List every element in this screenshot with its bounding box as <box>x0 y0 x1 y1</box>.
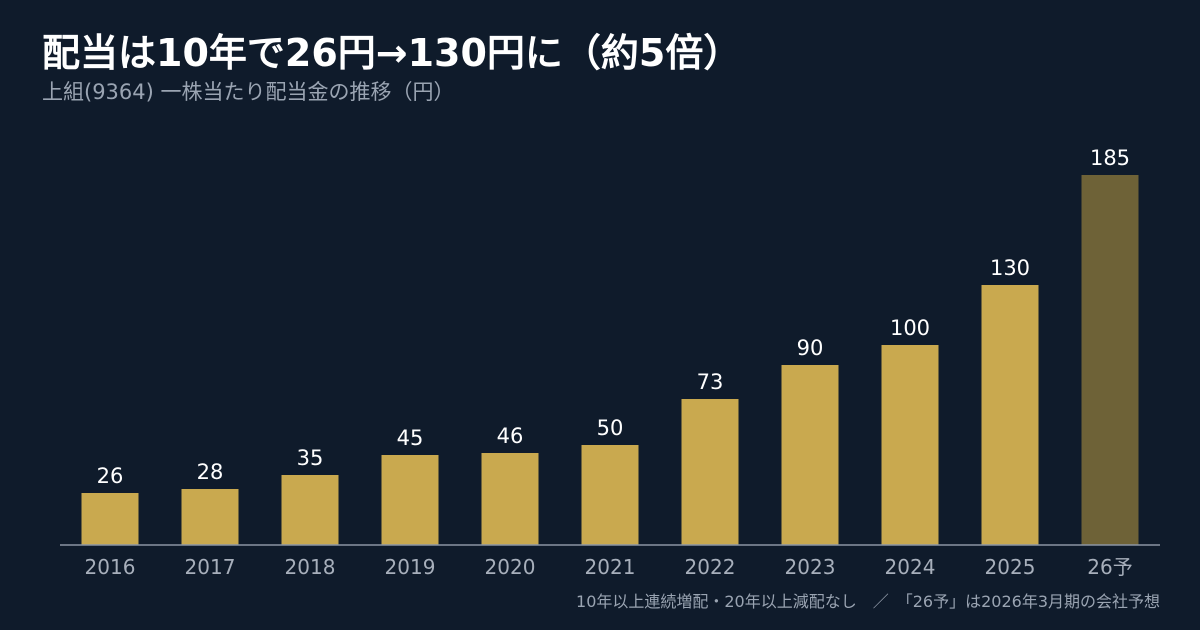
x-tick-label: 2016 <box>85 555 136 579</box>
data-label: 100 <box>890 316 930 340</box>
data-label: 50 <box>597 416 624 440</box>
data-label: 185 <box>1090 146 1130 170</box>
bar <box>581 445 639 545</box>
data-label: 90 <box>797 336 824 360</box>
data-label: 26 <box>97 464 124 488</box>
x-tick-label: 2021 <box>585 555 636 579</box>
data-label: 45 <box>397 426 424 450</box>
data-label: 130 <box>990 256 1030 280</box>
x-tick-label: 2017 <box>185 555 236 579</box>
data-label: 46 <box>497 424 524 448</box>
bar <box>481 453 539 545</box>
bar <box>81 493 139 545</box>
x-tick-label: 2019 <box>385 555 436 579</box>
bar-forecast <box>1081 175 1139 545</box>
bar <box>781 365 839 545</box>
x-tick-label: 2024 <box>885 555 936 579</box>
x-tick-label: 2020 <box>485 555 536 579</box>
chart-footnote: 10年以上連続増配・20年以上減配なし ／ 「26予」は2026年3月期の会社予… <box>576 592 1160 611</box>
bar <box>881 345 939 545</box>
bar <box>381 455 439 545</box>
x-tick-label: 2025 <box>985 555 1036 579</box>
bar <box>681 399 739 545</box>
x-tick-label: 2023 <box>785 555 836 579</box>
x-tick-label: 2018 <box>285 555 336 579</box>
x-tick-label: 2022 <box>685 555 736 579</box>
bar <box>181 489 239 545</box>
chart-subtitle: 上組(9364) 一株当たり配当金の推移（円） <box>42 80 455 104</box>
data-label: 28 <box>197 460 224 484</box>
x-tick-label: 26予 <box>1087 555 1132 579</box>
data-label: 73 <box>697 370 724 394</box>
chart-title: 配当は10年で26円→130円に（約5倍） <box>42 31 742 75</box>
bar <box>981 285 1039 545</box>
data-label: 35 <box>297 446 324 470</box>
bar <box>281 475 339 545</box>
